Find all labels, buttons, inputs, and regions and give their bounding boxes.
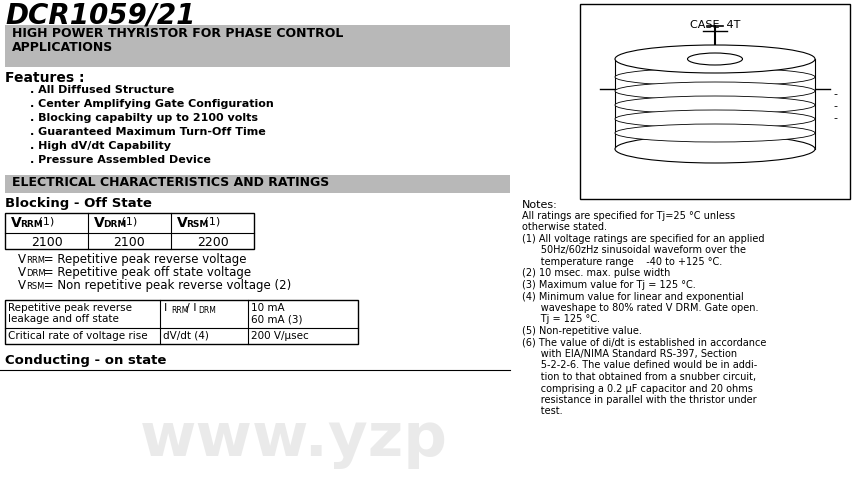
Ellipse shape [615, 135, 815, 163]
Text: DRM: DRM [198, 306, 216, 315]
Text: Features :: Features : [5, 71, 85, 85]
Text: V: V [177, 216, 188, 230]
Text: 50Hz/60zHz sinusoidal waveform over the: 50Hz/60zHz sinusoidal waveform over the [522, 246, 746, 255]
Text: (6) The value of di/dt is established in accordance: (6) The value of di/dt is established in… [522, 337, 766, 348]
Text: 60 mA (3): 60 mA (3) [251, 314, 302, 324]
Text: -: - [833, 113, 837, 123]
Text: 2100: 2100 [30, 236, 62, 249]
Text: / I: / I [186, 303, 197, 313]
Text: dV/dt (4): dV/dt (4) [163, 331, 209, 341]
Text: 10 mA: 10 mA [251, 303, 285, 313]
Text: . High dV/dt Capability: . High dV/dt Capability [30, 141, 171, 151]
Text: 200 V/μsec: 200 V/μsec [251, 331, 309, 341]
Text: comprising a 0.2 μF capacitor and 20 ohms: comprising a 0.2 μF capacitor and 20 ohm… [522, 383, 753, 393]
Text: = Non repetitive peak reverse voltage (2): = Non repetitive peak reverse voltage (2… [41, 279, 292, 292]
Text: = Repetitive peak reverse voltage: = Repetitive peak reverse voltage [41, 253, 247, 266]
Text: (3) Maximum value for Tj = 125 °C.: (3) Maximum value for Tj = 125 °C. [522, 280, 695, 290]
Text: tion to that obtained from a snubber circuit,: tion to that obtained from a snubber cir… [522, 372, 756, 382]
Text: Critical rate of voltage rise: Critical rate of voltage rise [8, 331, 147, 341]
Text: (1): (1) [118, 216, 137, 226]
Text: V: V [18, 279, 26, 292]
Text: RRM: RRM [20, 220, 42, 229]
Ellipse shape [615, 45, 815, 73]
Ellipse shape [615, 110, 815, 128]
Text: = Repetitive peak off state voltage: = Repetitive peak off state voltage [41, 266, 252, 279]
Text: -: - [833, 101, 837, 111]
Text: RRM: RRM [171, 306, 189, 315]
Text: HIGH POWER THYRISTOR FOR PHASE CONTROL: HIGH POWER THYRISTOR FOR PHASE CONTROL [12, 27, 344, 40]
Text: (1): (1) [35, 216, 55, 226]
Text: 2100: 2100 [113, 236, 145, 249]
Text: V: V [94, 216, 105, 230]
Text: -: - [833, 89, 837, 99]
Text: CASE  4T: CASE 4T [690, 20, 740, 30]
Ellipse shape [688, 53, 742, 65]
Text: RSM: RSM [186, 220, 209, 229]
Text: temperature range    -40 to +125 °C.: temperature range -40 to +125 °C. [522, 257, 722, 267]
Text: DCR1059/21: DCR1059/21 [5, 2, 196, 30]
Text: APPLICATIONS: APPLICATIONS [12, 41, 113, 54]
Text: Tj = 125 °C.: Tj = 125 °C. [522, 314, 600, 324]
Text: V: V [18, 266, 26, 279]
Text: leakage and off state: leakage and off state [8, 314, 119, 324]
Text: All ratings are specified for Tj=25 °C unless: All ratings are specified for Tj=25 °C u… [522, 211, 735, 221]
Text: with EIA/NIMA Standard RS-397, Section: with EIA/NIMA Standard RS-397, Section [522, 349, 737, 359]
Text: (5) Non-repetitive value.: (5) Non-repetitive value. [522, 326, 642, 336]
Bar [580, 4, 850, 199]
Text: (1) All voltage ratings are specified for an applied: (1) All voltage ratings are specified fo… [522, 234, 765, 244]
Text: . Pressure Assembled Device: . Pressure Assembled Device [30, 155, 211, 165]
Text: Repetitive peak reverse: Repetitive peak reverse [8, 303, 132, 313]
Text: . Center Amplifying Gate Configuration: . Center Amplifying Gate Configuration [30, 99, 274, 109]
Text: . Blocking capabilty up to 2100 volts: . Blocking capabilty up to 2100 volts [30, 113, 258, 123]
Text: DRM: DRM [103, 220, 126, 229]
Text: test.: test. [522, 407, 563, 417]
Ellipse shape [615, 82, 815, 100]
Bar [5, 25, 510, 67]
Text: www.yzp: www.yzp [140, 410, 448, 469]
Text: (4) Minimum value for linear and exponential: (4) Minimum value for linear and exponen… [522, 292, 744, 302]
Text: resistance in parallel with the thristor under: resistance in parallel with the thristor… [522, 395, 757, 405]
Text: (2) 10 msec. max. pulse width: (2) 10 msec. max. pulse width [522, 268, 670, 278]
Text: RRM: RRM [26, 256, 45, 265]
Text: G: G [663, 116, 669, 125]
Bar [5, 175, 510, 193]
Bar [5, 213, 254, 249]
Ellipse shape [615, 68, 815, 86]
Text: otherwise stated.: otherwise stated. [522, 223, 607, 233]
Text: 2200: 2200 [197, 236, 229, 249]
Text: V: V [11, 216, 22, 230]
Ellipse shape [615, 124, 815, 142]
Text: 5-2-2-6. The value defined would be in addi-: 5-2-2-6. The value defined would be in a… [522, 361, 757, 371]
Text: . Guaranteed Maximum Turn-Off Time: . Guaranteed Maximum Turn-Off Time [30, 127, 266, 137]
Text: . All Diffused Structure: . All Diffused Structure [30, 85, 174, 95]
Text: V: V [18, 253, 26, 266]
Text: RSM: RSM [26, 282, 44, 291]
Bar [5, 300, 358, 344]
Ellipse shape [615, 96, 815, 114]
Text: Conducting - on state: Conducting - on state [5, 354, 166, 367]
Text: DRM: DRM [26, 269, 46, 278]
Text: I: I [164, 303, 167, 313]
Text: waveshape to 80% rated V DRM. Gate open.: waveshape to 80% rated V DRM. Gate open. [522, 303, 759, 313]
Text: ELECTRICAL CHARACTERISTICS AND RATINGS: ELECTRICAL CHARACTERISTICS AND RATINGS [12, 176, 329, 189]
Text: Notes:: Notes: [522, 200, 558, 210]
Text: Blocking - Off State: Blocking - Off State [5, 197, 152, 210]
Text: (1): (1) [201, 216, 220, 226]
